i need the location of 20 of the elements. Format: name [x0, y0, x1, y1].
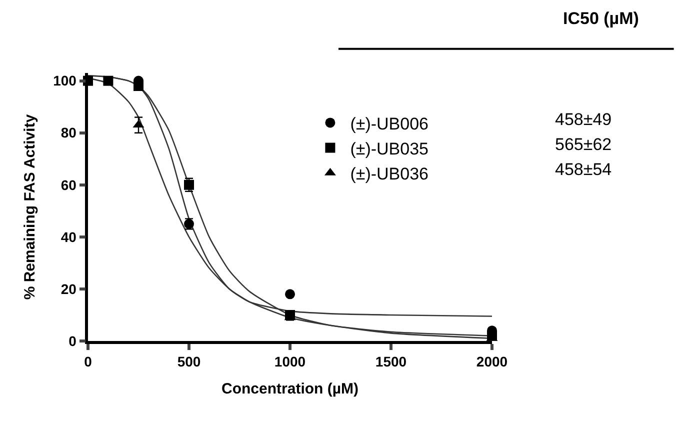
y-tick-label: 20 — [60, 280, 77, 297]
text: 458±54 — [555, 160, 612, 179]
x-tick-label: 2000 — [476, 354, 508, 370]
x-tick-label: 1500 — [375, 354, 407, 370]
x-tick-label: 1000 — [274, 354, 306, 370]
y-tick-label: 80 — [60, 124, 77, 141]
y-tick-label: 0 — [68, 332, 77, 349]
x-tick-label: 0 — [84, 354, 92, 370]
legend-label: (±)-UB006 — [350, 114, 428, 134]
legend-label: (±)-UB035 — [350, 139, 428, 158]
x-tick-label: 500 — [177, 354, 201, 370]
legend-label: (±)-UB036 — [350, 164, 428, 184]
y-tick-label: 40 — [60, 228, 77, 245]
y-tick-label: 100 — [53, 72, 77, 89]
text: 458±49 — [555, 110, 612, 129]
text: 565±62 — [555, 135, 612, 154]
text: IC50 (µM) — [563, 9, 639, 28]
y-axis-title: % Remaining FAS Activity — [21, 114, 38, 300]
x-axis-title: Concentration (µM) — [222, 380, 358, 398]
y-tick-label: 60 — [60, 176, 77, 193]
